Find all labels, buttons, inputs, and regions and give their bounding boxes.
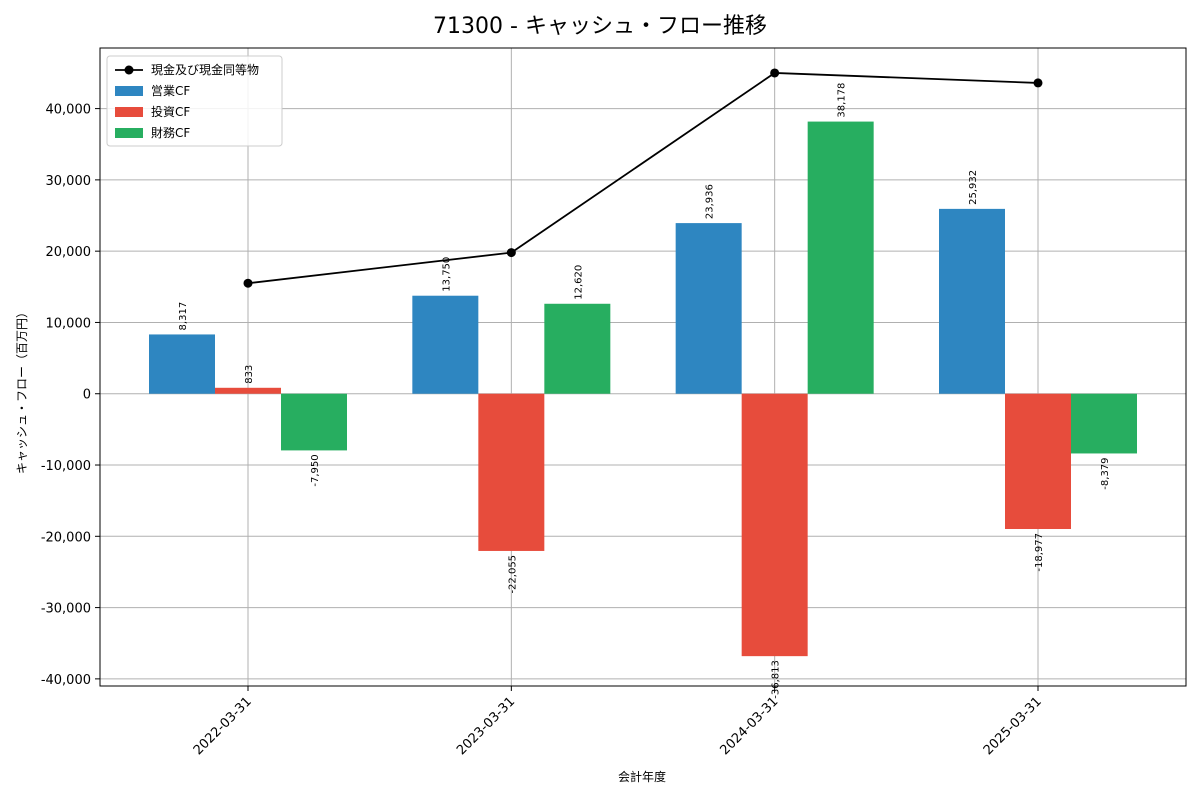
bar-投資CF-2024-03-31 bbox=[741, 393, 808, 657]
y-tick-label: 10,000 bbox=[46, 316, 92, 331]
legend-entry-label: 営業CF bbox=[151, 84, 190, 98]
legend-swatch bbox=[115, 86, 143, 96]
bar-value-label: -18,977 bbox=[1034, 533, 1045, 572]
bars bbox=[149, 121, 1137, 657]
y-tick-label: -20,000 bbox=[41, 530, 91, 545]
bar-value-label: 25,932 bbox=[968, 170, 979, 205]
y-tick-label: -10,000 bbox=[41, 459, 91, 474]
y-tick-label: 0 bbox=[83, 388, 91, 403]
bar-value-label: -22,055 bbox=[507, 555, 518, 594]
legend-line-marker bbox=[124, 65, 134, 75]
y-axis-label: キャッシュ・フロー（百万円） bbox=[15, 306, 29, 474]
bar-営業CF-2024-03-31 bbox=[675, 223, 742, 394]
bar-value-label: 833 bbox=[244, 365, 255, 384]
bar-財務CF-2024-03-31 bbox=[807, 121, 874, 394]
cash-line-point bbox=[243, 278, 253, 288]
legend-box bbox=[106, 55, 283, 147]
y-tick-label: -40,000 bbox=[41, 673, 91, 688]
bar-財務CF-2023-03-31 bbox=[544, 303, 611, 394]
bar-投資CF-2025-03-31 bbox=[1005, 393, 1071, 530]
bar-財務CF-2022-03-31 bbox=[281, 393, 347, 451]
bar-投資CF-2022-03-31 bbox=[215, 387, 281, 394]
bar-財務CF-2025-03-31 bbox=[1071, 393, 1137, 454]
legend-entry-label: 現金及び現金同等物 bbox=[151, 62, 259, 77]
bar-value-label: -36,813 bbox=[771, 660, 782, 699]
chart-title: 71300 - キャッシュ・フロー推移 bbox=[433, 14, 767, 39]
legend-entry-label: 財務CF bbox=[151, 125, 190, 140]
y-tick-label: 30,000 bbox=[46, 174, 92, 189]
cash-line bbox=[243, 68, 1043, 288]
y-tick-label: 20,000 bbox=[46, 245, 92, 260]
y-tick-label: 40,000 bbox=[46, 103, 92, 118]
bar-営業CF-2025-03-31 bbox=[939, 208, 1005, 394]
bar-value-label: -8,379 bbox=[1100, 457, 1111, 489]
bar-labels: 8,317 13,750 23,936 25,932 833 -22,055 -36,813… bbox=[178, 83, 1111, 699]
bar-value-label: 38,178 bbox=[837, 83, 848, 118]
bar-営業CF-2023-03-31 bbox=[412, 295, 479, 394]
x-axis-label: 会計年度 bbox=[618, 769, 666, 784]
cash-line-path bbox=[247, 72, 1039, 285]
cash-line-point bbox=[1033, 78, 1043, 88]
bar-value-label: 23,936 bbox=[705, 184, 716, 219]
legend-swatch bbox=[115, 128, 143, 138]
y-tick-label: -30,000 bbox=[41, 602, 91, 617]
legend-swatch bbox=[115, 107, 143, 117]
bar-value-label: 12,620 bbox=[573, 265, 584, 300]
bar-value-label: 13,750 bbox=[441, 257, 452, 292]
bar-value-label: -7,950 bbox=[310, 454, 321, 486]
plot-frame bbox=[99, 47, 1187, 687]
legend-entry-label: 投資CF bbox=[151, 104, 190, 119]
bar-営業CF-2022-03-31 bbox=[149, 334, 215, 394]
bar-value-label: 8,317 bbox=[178, 302, 189, 331]
cash-line-point bbox=[770, 68, 780, 78]
bar-投資CF-2023-03-31 bbox=[478, 393, 545, 551]
cash-line-point bbox=[506, 248, 516, 258]
